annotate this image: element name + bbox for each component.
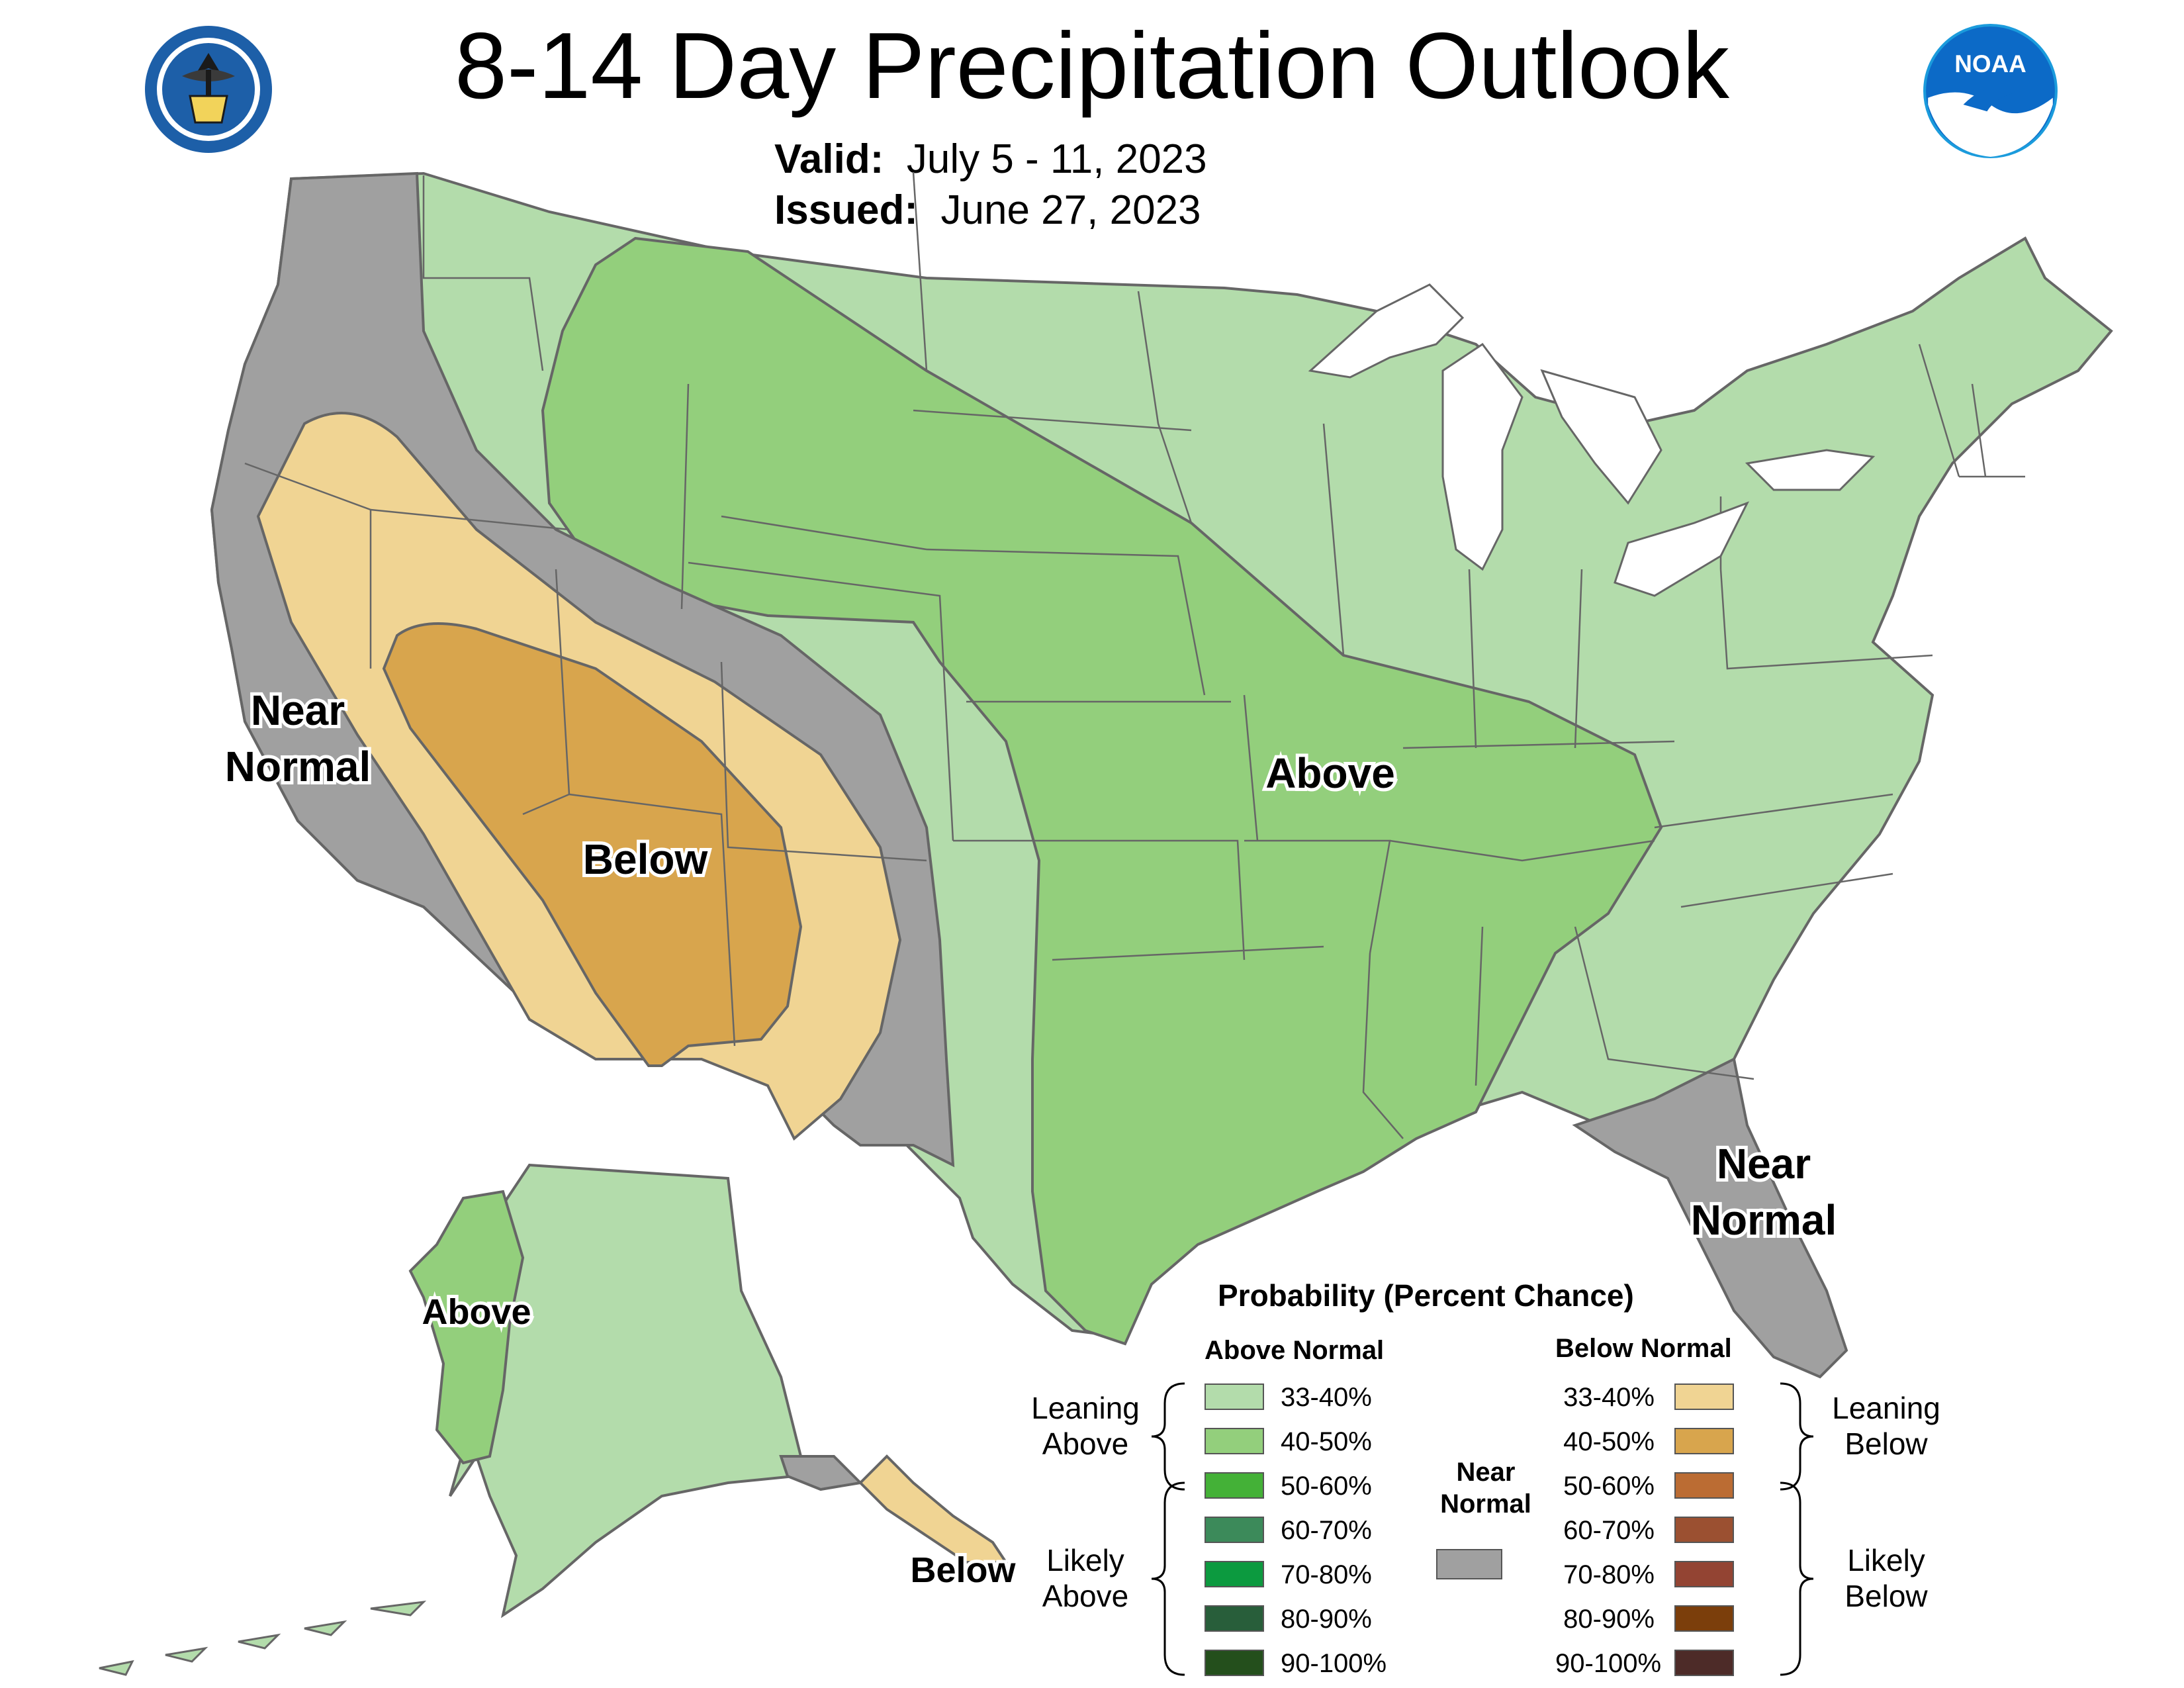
label-above-central: Above: [1265, 749, 1395, 797]
commerce-seal-logo: [145, 26, 272, 153]
legend-above-header: Above Normal: [1205, 1336, 1385, 1365]
legend-below-label: 33-40%: [1563, 1383, 1655, 1412]
noaa-logo-text: NOAA: [1954, 50, 2026, 77]
legend-above-swatch: [1205, 1605, 1264, 1632]
great-lakes: [1308, 283, 1876, 597]
region-below-40-50: [382, 622, 803, 1067]
issued-line: Issued: June 27, 2023: [774, 187, 1201, 234]
legend-below-label: 80-90%: [1563, 1605, 1655, 1634]
label-below-alaska: Below: [910, 1550, 1016, 1590]
conus-map: [210, 171, 2113, 1379]
legend-likely-below-line2: Below: [1844, 1579, 1928, 1613]
legend-below-swatch: [1674, 1428, 1734, 1454]
noaa-logo: NOAA: [1923, 24, 2058, 158]
valid-value: July 5 - 11, 2023: [906, 136, 1207, 182]
region-alaska-above: [408, 1190, 525, 1465]
legend-above-label: 80-90%: [1281, 1605, 1372, 1634]
legend-above-label: 60-70%: [1281, 1516, 1372, 1545]
legend-near-line2: Normal: [1440, 1489, 1531, 1519]
valid-line: Valid: July 5 - 11, 2023: [774, 136, 1207, 183]
legend-below-swatch: [1674, 1561, 1734, 1587]
legend-below-swatch: [1674, 1605, 1734, 1632]
legend-leaning-above-line2: Above: [1042, 1427, 1129, 1461]
legend-above-swatch: [1205, 1383, 1264, 1410]
legend: Probability (Percent Chance) Above Norma…: [1019, 1271, 1972, 1681]
legend-leaning-above-label: Leaning Above: [1019, 1390, 1152, 1462]
legend-leaning-below-label: Leaning Below: [1810, 1390, 1962, 1462]
legend-likely-above-line2: Above: [1042, 1579, 1129, 1613]
legend-likely-below-label: Likely Below: [1810, 1542, 1962, 1614]
alaska-map: [99, 1163, 1009, 1676]
legend-above-label: 50-60%: [1281, 1472, 1372, 1501]
region-alaska-leaning-below: [858, 1454, 1009, 1564]
legend-below-label: 50-60%: [1563, 1472, 1655, 1501]
legend-below-label: 90-100%: [1555, 1649, 1662, 1678]
issued-label: Issued:: [774, 187, 919, 233]
legend-above-label: 90-100%: [1281, 1649, 1387, 1678]
legend-likely-above-label: Likely Above: [1019, 1542, 1152, 1614]
issued-value: June 27, 2023: [940, 187, 1201, 233]
legend-above-swatch: [1205, 1428, 1264, 1454]
legend-above-label: 33-40%: [1281, 1383, 1372, 1412]
label-below-sw: Below: [583, 835, 708, 883]
legend-below-label: 60-70%: [1563, 1516, 1655, 1545]
state-boundaries: [244, 171, 2025, 1139]
legend-below-swatch: [1674, 1383, 1734, 1410]
legend-leaning-below-line2: Below: [1844, 1427, 1928, 1461]
legend-above-swatch: [1205, 1561, 1264, 1587]
label-near-normal-west-1: Near: [251, 686, 345, 734]
legend-near-normal-label: Near Normal: [1416, 1456, 1555, 1520]
legend-above-label: 70-80%: [1281, 1560, 1372, 1589]
legend-above-swatch: [1205, 1650, 1264, 1676]
legend-above-label: 40-50%: [1281, 1427, 1372, 1456]
legend-above-swatch: [1205, 1472, 1264, 1499]
valid-label: Valid:: [774, 136, 884, 182]
legend-braces: [1151, 1382, 1814, 1676]
legend-below-swatch: [1674, 1650, 1734, 1676]
label-near-normal-fl-1: Near: [1717, 1140, 1811, 1188]
label-above-alaska: Above: [422, 1292, 531, 1332]
aleutian-islands: [99, 1600, 427, 1676]
legend-likely-below-line1: Likely: [1847, 1543, 1925, 1577]
legend-likely-above-line1: Likely: [1046, 1543, 1124, 1577]
legend-leaning-below-line1: Leaning: [1832, 1391, 1940, 1425]
legend-above-swatch: [1205, 1517, 1264, 1543]
legend-below-swatch: [1674, 1472, 1734, 1499]
legend-near-normal-swatch: [1436, 1549, 1502, 1579]
legend-below-header: Below Normal: [1555, 1334, 1732, 1363]
region-alaska-near-normal: [779, 1455, 864, 1491]
legend-below-label: 70-80%: [1563, 1560, 1655, 1589]
legend-title: Probability (Percent Chance): [1218, 1278, 1634, 1313]
legend-below-label: 40-50%: [1563, 1427, 1655, 1456]
map-title: 8-14 Day Precipitation Outlook: [455, 13, 1729, 118]
label-near-normal-west-2: Normal: [225, 743, 371, 790]
label-near-normal-fl-2: Normal: [1691, 1196, 1837, 1244]
region-near-normal-florida: [1572, 1057, 1848, 1379]
legend-near-line1: Near: [1456, 1458, 1516, 1487]
legend-below-swatch: [1674, 1517, 1734, 1543]
legend-leaning-above-line1: Leaning: [1031, 1391, 1140, 1425]
